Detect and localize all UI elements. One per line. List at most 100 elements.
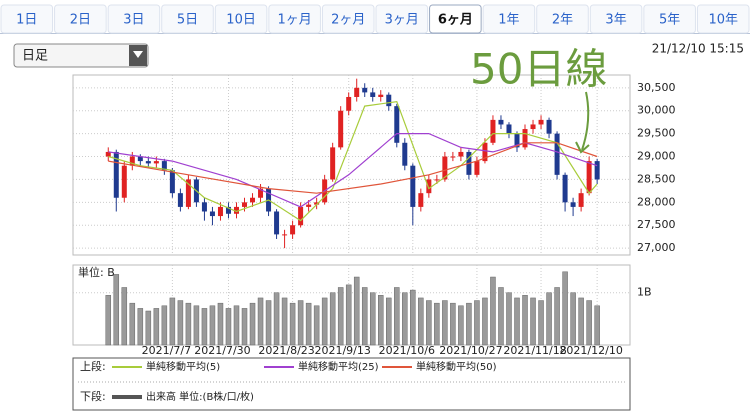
volume-bar <box>386 297 392 346</box>
dropdown-arrow <box>133 51 143 58</box>
legend-upper-label: 上段: <box>80 359 106 373</box>
candle-body <box>546 119 552 134</box>
dropdown-box[interactable] <box>13 43 149 68</box>
candle-body <box>586 161 592 194</box>
tab-box[interactable] <box>321 4 375 34</box>
tab-label[interactable]: 3ヶ月 <box>385 13 419 28</box>
tab[interactable]: 3日 <box>107 4 161 34</box>
tab[interactable]: 5日 <box>161 4 214 34</box>
candle-body <box>522 129 528 148</box>
candle-body <box>378 94 384 97</box>
volume-bar <box>410 289 416 346</box>
tab[interactable]: 5年 <box>643 4 696 34</box>
dropdown[interactable]: 日足 <box>13 43 149 68</box>
candle-body <box>442 156 448 180</box>
candle-body <box>426 179 432 194</box>
annotation: 50日線 <box>470 45 607 94</box>
candle-body <box>578 193 584 207</box>
tab[interactable]: 3年 <box>589 4 643 34</box>
candle-body <box>169 170 175 194</box>
tab[interactable]: 3ヶ月 <box>375 4 429 34</box>
tab-label[interactable]: 1年 <box>498 13 519 28</box>
volume-bar <box>394 287 400 346</box>
tab-label[interactable]: 10年 <box>708 13 738 28</box>
tab-box[interactable] <box>643 4 696 34</box>
ma-line <box>108 142 598 194</box>
tab-box[interactable] <box>54 4 107 34</box>
legend-label: 単純移動平均(5) <box>146 360 220 373</box>
volume-bar <box>313 305 320 346</box>
volume-bar <box>273 292 280 346</box>
candle-body <box>346 96 352 111</box>
volume-bar <box>249 302 256 346</box>
candle-body <box>362 87 368 93</box>
tab-label[interactable]: 2ヶ月 <box>331 13 365 28</box>
x-tick-label: 2021/10/27 <box>439 344 502 357</box>
volume-bar <box>538 300 544 346</box>
tab-box[interactable] <box>375 4 429 34</box>
candle-body <box>394 106 400 143</box>
tab-label[interactable]: 1日 <box>16 13 37 28</box>
tab-label[interactable]: 3日 <box>123 13 144 28</box>
candle-body <box>225 206 231 214</box>
candle-body <box>330 147 336 180</box>
candle-body <box>242 202 248 207</box>
candle-body <box>137 156 143 162</box>
volume-bar <box>506 292 512 346</box>
volume-bar <box>121 287 128 346</box>
tab[interactable]: 10年 <box>696 4 750 34</box>
volume-bar <box>233 305 240 346</box>
tab[interactable]: 1年 <box>482 4 536 34</box>
y-tick-label: 30,500 <box>637 81 676 94</box>
candle-body <box>434 179 440 181</box>
y-tick-label: 30,000 <box>637 104 676 117</box>
x-tick-label: 2021/7/30 <box>194 344 250 357</box>
volume-bar <box>530 297 536 346</box>
volume-bar <box>241 308 248 346</box>
tab-label[interactable]: 10日 <box>226 13 256 28</box>
tab-label[interactable]: 3年 <box>605 13 626 28</box>
tab-label[interactable]: 6ヶ月 <box>438 13 473 28</box>
timestamp: 21/12/10 15:15 <box>652 42 744 56</box>
tab-box[interactable] <box>429 4 482 34</box>
tab[interactable]: 2年 <box>536 4 589 34</box>
tab-box[interactable] <box>482 4 536 34</box>
tab-label[interactable]: 5日 <box>177 13 198 28</box>
tab-box[interactable] <box>589 4 643 34</box>
candle-body <box>185 179 191 207</box>
tab-label[interactable]: 5年 <box>659 13 680 28</box>
candle-body <box>274 211 280 235</box>
tab-box[interactable] <box>161 4 214 34</box>
tab[interactable]: 6ヶ月 <box>429 4 482 34</box>
candle-body <box>105 151 111 157</box>
tab-box[interactable] <box>107 4 161 34</box>
candle-body <box>474 161 480 175</box>
tab[interactable]: 2日 <box>54 4 107 34</box>
volume-bar <box>201 308 208 346</box>
tab-box[interactable] <box>536 4 589 34</box>
candle-body <box>370 92 376 97</box>
volume-bar <box>321 297 328 346</box>
volume-bar <box>369 292 376 346</box>
candle-body <box>209 211 215 217</box>
candle-body <box>386 94 392 107</box>
tab[interactable]: 1日 <box>0 4 54 34</box>
tab-label[interactable]: 1ヶ月 <box>278 13 312 28</box>
candle-body <box>458 151 464 157</box>
tab-box[interactable] <box>696 4 750 34</box>
volume-bar <box>522 295 528 346</box>
tab[interactable]: 1ヶ月 <box>268 4 321 34</box>
dropdown-label[interactable]: 日足 <box>22 49 48 64</box>
volume-bar <box>209 305 216 346</box>
tab-box[interactable] <box>0 4 54 34</box>
tab-label[interactable]: 2年 <box>552 13 573 28</box>
tab-box[interactable] <box>214 4 268 34</box>
legend-box <box>72 357 631 411</box>
tab[interactable]: 2ヶ月 <box>321 4 375 34</box>
volume-bar <box>490 276 496 346</box>
tab-box[interactable] <box>268 4 321 34</box>
volume-bar <box>578 297 584 346</box>
tab-label[interactable]: 2日 <box>70 13 91 28</box>
tab[interactable]: 10日 <box>214 4 268 34</box>
